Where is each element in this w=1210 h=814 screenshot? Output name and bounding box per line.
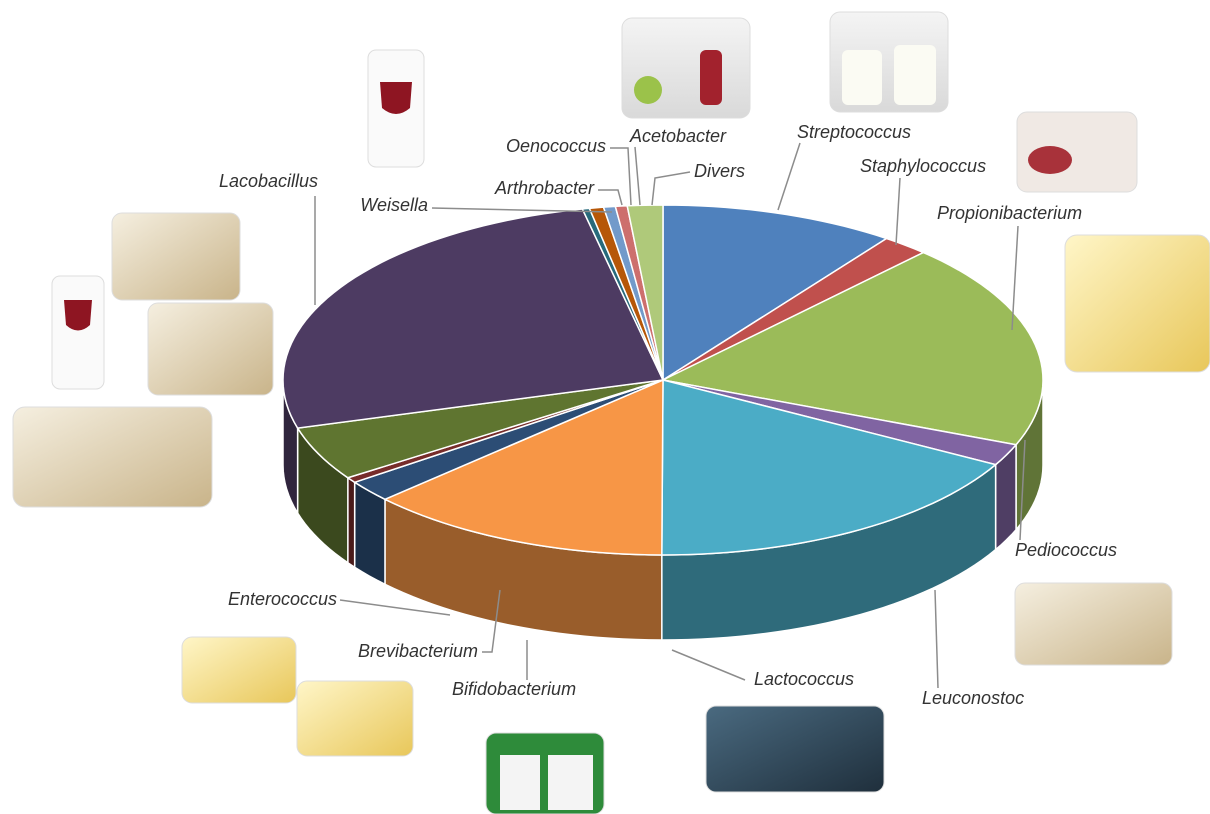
picture-detail	[64, 300, 92, 331]
leader-line	[1019, 439, 1026, 541]
slice	[661, 379, 998, 556]
picture	[111, 212, 241, 301]
slice-label: Bifidobacterium	[452, 679, 576, 699]
picture	[147, 302, 274, 396]
picture	[51, 275, 105, 390]
leader-line	[482, 589, 501, 653]
picture-detail	[500, 755, 540, 810]
picture-detail	[842, 50, 882, 105]
slice	[662, 204, 889, 382]
slice-label: Brevibacterium	[358, 641, 478, 661]
picture	[1014, 582, 1173, 666]
slice-label: Oenococcus	[506, 136, 606, 156]
slice-label: Staphylococcus	[860, 156, 986, 176]
picture-detail	[700, 50, 722, 105]
picture-detail	[380, 82, 412, 114]
leader-line	[339, 599, 451, 616]
slice-label: Divers	[694, 161, 745, 181]
picture	[296, 680, 414, 757]
slice	[296, 379, 664, 479]
leader-line	[634, 146, 641, 206]
slice-label: Lacobacillus	[219, 171, 318, 191]
slice	[282, 208, 665, 429]
slice-label: Weisella	[360, 195, 428, 215]
leader-line	[431, 207, 613, 213]
leader-line	[895, 177, 901, 246]
picture	[705, 705, 885, 793]
leader-line	[598, 189, 623, 206]
slice-label: Pediococcus	[1015, 540, 1117, 560]
leader-line	[777, 142, 801, 211]
picture	[621, 17, 751, 119]
picture	[12, 406, 213, 508]
picture	[181, 636, 297, 704]
slice-label: Lactococcus	[754, 669, 854, 689]
picture-detail	[1028, 146, 1072, 174]
leader-line	[671, 649, 746, 681]
slice	[383, 378, 664, 556]
slice-label: Enterococcus	[228, 589, 337, 609]
picture-detail	[548, 755, 593, 810]
slice-side	[347, 476, 356, 569]
picture-detail	[894, 45, 936, 105]
leader-line	[1011, 225, 1019, 331]
leader-line	[610, 147, 632, 206]
slice-label: Propionibacterium	[937, 203, 1082, 223]
slice-label: Acetobacter	[629, 126, 727, 146]
food-pictures	[12, 11, 1210, 814]
slice-label: Streptococcus	[797, 122, 911, 142]
leader-line	[651, 171, 691, 206]
leader-line	[934, 589, 939, 689]
slice-label: Leuconostoc	[922, 688, 1024, 708]
picture-detail	[634, 76, 662, 104]
slice-label: Arthrobacter	[494, 178, 595, 198]
picture	[1064, 234, 1210, 373]
slice	[626, 204, 664, 381]
